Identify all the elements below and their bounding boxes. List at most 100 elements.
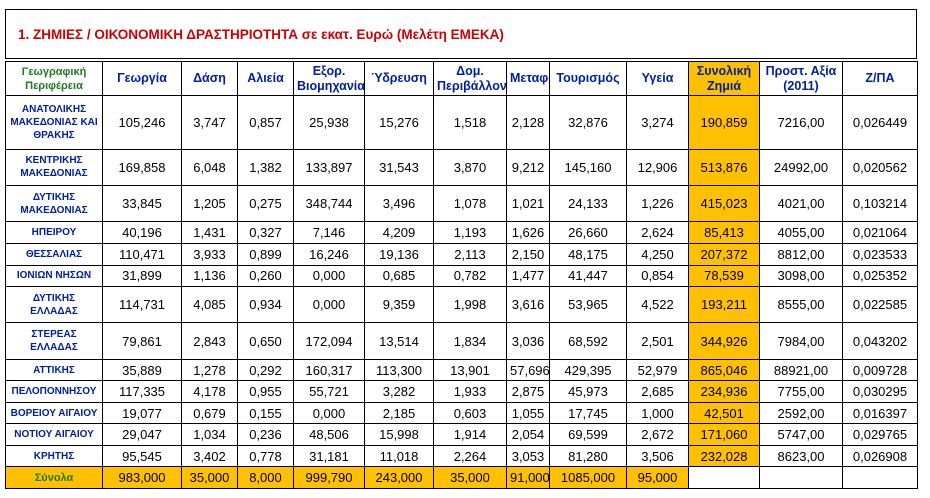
value-cell: 3,274 bbox=[626, 95, 689, 150]
value-cell: 114,731 bbox=[102, 286, 182, 324]
value-cell: 26,660 bbox=[549, 221, 627, 245]
total-damage-cell: 207,372 bbox=[688, 243, 760, 266]
value-cell: 31,543 bbox=[364, 148, 434, 187]
table-row: ΔΥΤΙΚΗΣ ΜΑΚΕΔΟΝΙΑΣ 33,845 1,205 0,275 348,74… bbox=[5, 185, 918, 223]
value-cell: 8812,00 bbox=[759, 243, 843, 266]
value-cell: 133,897 bbox=[293, 148, 365, 187]
value-cell: 0,000 bbox=[293, 401, 365, 425]
value-cell: 4,085 bbox=[181, 286, 238, 324]
value-cell: 55,721 bbox=[293, 380, 365, 403]
value-cell: 0,292 bbox=[237, 358, 294, 382]
value-cell: 0,026449 bbox=[842, 95, 918, 150]
value-cell: 110,471 bbox=[102, 243, 182, 266]
column-header: Μεταφορές bbox=[506, 61, 550, 96]
column-header: Τουρισμός bbox=[549, 61, 627, 96]
value-cell: 1,998 bbox=[433, 286, 507, 324]
value-cell: 48,506 bbox=[293, 423, 365, 446]
total-cell: 243,000 bbox=[364, 466, 434, 489]
value-cell: 11,018 bbox=[364, 444, 434, 468]
value-cell: 3,870 bbox=[433, 148, 507, 187]
value-cell: 3,496 bbox=[364, 185, 434, 223]
value-cell: 0,022585 bbox=[842, 286, 918, 324]
value-cell: 1,626 bbox=[506, 221, 550, 245]
region-name: ΑΤΤΙΚΗΣ bbox=[5, 358, 103, 382]
value-cell: 0,103214 bbox=[842, 185, 918, 223]
value-cell: 19,136 bbox=[364, 243, 434, 266]
page-title: 1. ΖΗΜΙΕΣ / ΟΙΚΟΝΟΜΙΚΗ ΔΡΑΣΤΗΡΙΟΤΗΤΑ σε … bbox=[18, 27, 504, 42]
total-cell: 91,000 bbox=[506, 466, 550, 489]
total-damage-cell: 234,936 bbox=[688, 380, 760, 403]
value-cell: 0,016397 bbox=[842, 401, 918, 425]
value-cell: 52,979 bbox=[626, 358, 689, 382]
value-cell: 35,889 bbox=[102, 358, 182, 382]
total-damage-cell: 42,501 bbox=[688, 401, 760, 425]
region-name: ΒΟΡΕΙΟΥ ΑΙΓΑΙΟΥ bbox=[5, 401, 103, 425]
value-cell: 0,685 bbox=[364, 264, 434, 288]
value-cell: 68,592 bbox=[549, 322, 627, 360]
total-cell: 983,000 bbox=[102, 466, 182, 489]
value-cell: 2592,00 bbox=[759, 401, 843, 425]
value-cell: 4,178 bbox=[181, 380, 238, 403]
value-cell: 0,854 bbox=[626, 264, 689, 288]
region-name: ΘΕΣΣΑΛΙΑΣ bbox=[5, 243, 103, 266]
header-row: Γεωγραφική Περιφέρεια Γεωργία Δάση Αλιεία Εξ… bbox=[5, 61, 918, 96]
value-cell: 0,679 bbox=[181, 401, 238, 425]
total-damage-cell: 232,028 bbox=[688, 444, 760, 468]
value-cell: 7755,00 bbox=[759, 380, 843, 403]
value-cell: 15,998 bbox=[364, 423, 434, 446]
value-cell: 2,685 bbox=[626, 380, 689, 403]
total-damage-cell: 190,859 bbox=[688, 95, 760, 150]
region-name: ΗΠΕΙΡΟΥ bbox=[5, 221, 103, 245]
total-damage-cell: 513,876 bbox=[688, 148, 760, 187]
value-cell: 1,914 bbox=[433, 423, 507, 446]
totals-row: Σύνολα 983,000 35,000 8,000 999,790 243,000 35… bbox=[5, 466, 918, 489]
value-cell: 2,185 bbox=[364, 401, 434, 425]
value-cell: 12,906 bbox=[626, 148, 689, 187]
value-cell: 0,023533 bbox=[842, 243, 918, 266]
value-cell: 45,973 bbox=[549, 380, 627, 403]
value-cell: 348,744 bbox=[293, 185, 365, 223]
region-name: ΚΡΗΤΗΣ bbox=[5, 444, 103, 468]
value-cell: 0,899 bbox=[237, 243, 294, 266]
column-header: Δομ. Περιβάλλον bbox=[433, 61, 507, 96]
value-cell: 0,020562 bbox=[842, 148, 918, 187]
value-cell: 0,857 bbox=[237, 95, 294, 150]
region-name: ΙΟΝΙΩΝ ΝΗΣΩΝ bbox=[5, 264, 103, 288]
value-cell: 1,055 bbox=[506, 401, 550, 425]
total-cell: 1085,000 bbox=[549, 466, 627, 489]
value-cell: 117,335 bbox=[102, 380, 182, 403]
value-cell: 53,965 bbox=[549, 286, 627, 324]
region-name: ΔΥΤΙΚΗΣ ΕΛΛΑΔΑΣ bbox=[5, 286, 103, 324]
value-cell: 19,077 bbox=[102, 401, 182, 425]
value-cell: 57,696 bbox=[506, 358, 550, 382]
value-cell: 69,599 bbox=[549, 423, 627, 446]
value-cell: 3,933 bbox=[181, 243, 238, 266]
value-cell: 0,000 bbox=[293, 264, 365, 288]
total-damage-cell: 415,023 bbox=[688, 185, 760, 223]
total-damage-cell: 78,539 bbox=[688, 264, 760, 288]
value-cell: 0,009728 bbox=[842, 358, 918, 382]
value-cell: 0,021064 bbox=[842, 221, 918, 245]
value-cell: 0,650 bbox=[237, 322, 294, 360]
table-row: ΣΤΕΡΕΑΣ ΕΛΛΑΔΑΣ 79,861 2,843 0,650 172,094 13… bbox=[5, 322, 918, 360]
value-cell: 0,778 bbox=[237, 444, 294, 468]
value-cell: 429,395 bbox=[549, 358, 627, 382]
column-header: Δάση bbox=[181, 61, 238, 96]
total-cell bbox=[688, 466, 760, 489]
region-name: ΣΤΕΡΕΑΣ ΕΛΛΑΔΑΣ bbox=[5, 322, 103, 360]
region-name: ΔΥΤΙΚΗΣ ΜΑΚΕΔΟΝΙΑΣ bbox=[5, 185, 103, 223]
value-cell: 13,901 bbox=[433, 358, 507, 382]
column-header: Αλιεία bbox=[237, 61, 294, 96]
total-damage-cell: 171,060 bbox=[688, 423, 760, 446]
value-cell: 2,113 bbox=[433, 243, 507, 266]
value-cell: 2,843 bbox=[181, 322, 238, 360]
value-cell: 0,782 bbox=[433, 264, 507, 288]
region-name: ΑΝΑΤΟΛΙΚΗΣ ΜΑΚΕΔΟΝΙΑΣ ΚΑΙ ΘΡΑΚΗΣ bbox=[5, 95, 103, 150]
total-cell: 999,790 bbox=[293, 466, 365, 489]
value-cell: 105,246 bbox=[102, 95, 182, 150]
value-cell: 88921,00 bbox=[759, 358, 843, 382]
value-cell: 0,029765 bbox=[842, 423, 918, 446]
value-cell: 3,036 bbox=[506, 322, 550, 360]
value-cell: 3,282 bbox=[364, 380, 434, 403]
value-cell: 0,236 bbox=[237, 423, 294, 446]
